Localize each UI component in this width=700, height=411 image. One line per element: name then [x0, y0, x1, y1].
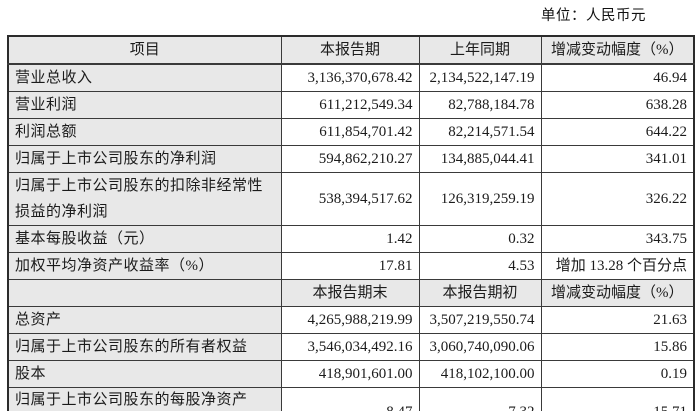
- current-value: 3,136,370,678.42: [280, 63, 420, 92]
- prior-value: 3,060,740,090.06: [418, 333, 542, 361]
- table-row: 营业总收入 3,136,370,678.42 2,134,522,147.19 …: [7, 63, 695, 92]
- prior-value: 418,102,100.00: [418, 360, 542, 388]
- prior-value: 4.53: [418, 252, 542, 280]
- table-row: 总资产 4,265,988,219.99 3,507,219,550.74 21…: [7, 306, 695, 334]
- prior-value: 82,788,184.78: [418, 91, 542, 119]
- table-row: 归属于上市公司股东的每股净资产（元） 8.47 7.32 15.71: [7, 387, 695, 411]
- row-label: 总资产: [7, 306, 282, 334]
- table-row: 归属于上市公司股东的净利润 594,862,210.27 134,885,044…: [7, 145, 695, 173]
- header-current-period: 本报告期: [280, 35, 420, 65]
- change-value: 0.19: [540, 360, 695, 388]
- change-value: 21.63: [540, 306, 695, 334]
- prior-value: 134,885,044.41: [418, 145, 542, 173]
- header-change-percent: 增减变动幅度（%）: [540, 279, 695, 307]
- header-item: 项目: [7, 35, 282, 65]
- prior-value: 0.32: [418, 225, 542, 253]
- table-row: 归属于上市公司股东的扣除非经常性损益的净利润 538,394,517.62 12…: [7, 172, 695, 226]
- header-empty: [7, 279, 282, 307]
- unit-label: 单位：人民币元: [541, 8, 646, 24]
- current-value: 8.47: [280, 387, 420, 411]
- table-row: 股本 418,901,601.00 418,102,100.00 0.19: [7, 360, 695, 388]
- table-row: 利润总额 611,854,701.42 82,214,571.54 644.22: [7, 118, 695, 146]
- header-prior-period: 上年同期: [418, 35, 542, 65]
- change-value: 341.01: [540, 145, 695, 173]
- change-value: 638.28: [540, 91, 695, 119]
- current-value: 538,394,517.62: [280, 172, 420, 226]
- current-value: 1.42: [280, 225, 420, 253]
- change-value: 326.22: [540, 172, 695, 226]
- current-value: 611,854,701.42: [280, 118, 420, 146]
- current-value: 3,546,034,492.16: [280, 333, 420, 361]
- change-value: 46.94: [540, 63, 695, 92]
- row-label: 利润总额: [7, 118, 282, 146]
- prior-value: 126,319,259.19: [418, 172, 542, 226]
- change-value: 343.75: [540, 225, 695, 253]
- header-period-begin: 本报告期初: [418, 279, 542, 307]
- change-value: 15.71: [540, 387, 695, 411]
- row-label: 归属于上市公司股东的所有者权益: [7, 333, 282, 361]
- table-row: 归属于上市公司股东的所有者权益 3,546,034,492.16 3,060,7…: [7, 333, 695, 361]
- prior-value: 3,507,219,550.74: [418, 306, 542, 334]
- change-value: 644.22: [540, 118, 695, 146]
- prior-value: 82,214,571.54: [418, 118, 542, 146]
- row-label: 归属于上市公司股东的净利润: [7, 145, 282, 173]
- table-row: 营业利润 611,212,549.34 82,788,184.78 638.28: [7, 91, 695, 119]
- prior-value: 7.32: [418, 387, 542, 411]
- current-value: 17.81: [280, 252, 420, 280]
- row-label: 基本每股收益（元）: [7, 225, 282, 253]
- current-value: 4,265,988,219.99: [280, 306, 420, 334]
- row-label: 归属于上市公司股东的扣除非经常性损益的净利润: [7, 172, 282, 226]
- table-row: 基本每股收益（元） 1.42 0.32 343.75: [7, 225, 695, 253]
- header-period-end: 本报告期末: [280, 279, 420, 307]
- current-value: 418,901,601.00: [280, 360, 420, 388]
- row-label: 归属于上市公司股东的每股净资产（元）: [7, 387, 282, 411]
- current-value: 611,212,549.34: [280, 91, 420, 119]
- table-row: 加权平均净资产收益率（%） 17.81 4.53 增加 13.28 个百分点: [7, 252, 695, 280]
- header-change-percent: 增减变动幅度（%）: [540, 35, 695, 65]
- current-value: 594,862,210.27: [280, 145, 420, 173]
- row-label: 营业利润: [7, 91, 282, 119]
- change-value: 增加 13.28 个百分点: [540, 252, 695, 280]
- table-header-balance: 本报告期末 本报告期初 增减变动幅度（%）: [7, 279, 695, 307]
- prior-value: 2,134,522,147.19: [418, 63, 542, 92]
- change-value: 15.86: [540, 333, 695, 361]
- row-label: 加权平均净资产收益率（%）: [7, 252, 282, 280]
- row-label: 股本: [7, 360, 282, 388]
- row-label: 营业总收入: [7, 63, 282, 92]
- table-header-period: 项目 本报告期 上年同期 增减变动幅度（%）: [7, 35, 695, 65]
- financial-summary-table: 项目 本报告期 上年同期 增减变动幅度（%） 营业总收入 3,136,370,6…: [7, 35, 695, 411]
